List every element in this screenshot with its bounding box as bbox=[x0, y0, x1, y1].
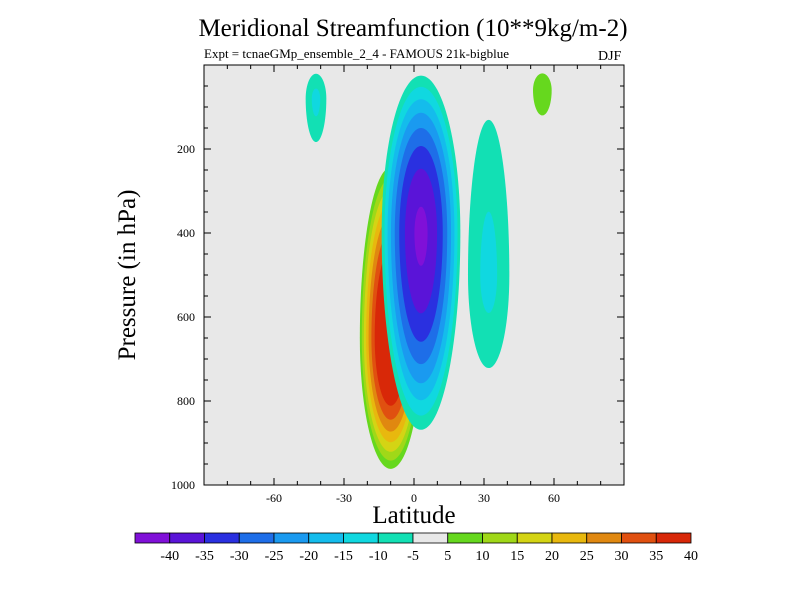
colorbar-swatch bbox=[482, 532, 518, 544]
colorbar-swatch bbox=[516, 532, 553, 544]
x-tick-label: 0 bbox=[411, 491, 417, 505]
northern-weak-negative-cell bbox=[467, 119, 510, 369]
colorbar-label: 15 bbox=[510, 549, 524, 564]
chart-subtitle: Expt = tcnaeGMp_ensemble_2_4 - FAMOUS 21… bbox=[204, 46, 509, 61]
colorbar-swatch bbox=[621, 532, 657, 544]
colorbar-swatch bbox=[169, 532, 205, 544]
northern-weak-positive-cell-level-5 bbox=[533, 73, 552, 116]
colorbar-label: -35 bbox=[195, 549, 214, 564]
southern-weak-negative-cell bbox=[305, 73, 327, 143]
colorbar-swatch bbox=[412, 532, 449, 544]
season-label: DJF bbox=[598, 49, 622, 64]
colorbar-swatch bbox=[586, 532, 622, 544]
colorbar-label: 25 bbox=[580, 549, 594, 564]
contour-fills bbox=[305, 73, 552, 469]
colorbar-swatch bbox=[343, 532, 379, 544]
y-tick-label: 200 bbox=[177, 142, 195, 156]
colorbar-label: 20 bbox=[545, 549, 559, 564]
chart-title: Meridional Streamfunction (10**9kg/m-2) bbox=[198, 15, 628, 42]
colorbar-swatch bbox=[308, 532, 344, 544]
colorbar: -40 -35 -30 -25 -20 -15 -10 -5 5 10 15 20 25 30 35 40 bbox=[134, 532, 698, 564]
x-tick-label: -30 bbox=[336, 491, 352, 505]
northern-negative-cell bbox=[381, 75, 461, 430]
colorbar-swatch bbox=[204, 532, 240, 544]
colorbar-swatch bbox=[551, 532, 588, 544]
axes: -60 -30 0 30 60 200 400 600 800 1000 bbox=[171, 65, 625, 505]
colorbar-swatch bbox=[134, 532, 171, 544]
colorbar-swatch bbox=[447, 532, 483, 544]
colorbar-label: -5 bbox=[407, 549, 419, 564]
northern-weak-positive-cell bbox=[533, 73, 552, 116]
colorbar-label: 10 bbox=[476, 549, 490, 564]
southern-weak-negative-cell-level-neg10 bbox=[311, 88, 321, 117]
y-tick-label: 1000 bbox=[171, 478, 195, 492]
y-tick-label: 800 bbox=[177, 394, 195, 408]
x-tick-label: 60 bbox=[548, 491, 560, 505]
colorbar-swatch bbox=[238, 532, 275, 544]
x-tick-label: -60 bbox=[266, 491, 282, 505]
northern-negative-cell-level-neg40 bbox=[414, 206, 428, 266]
y-tick-label: 400 bbox=[177, 226, 195, 240]
colorbar-label: -25 bbox=[265, 549, 284, 564]
colorbar-swatch bbox=[377, 532, 414, 544]
colorbar-swatch bbox=[655, 532, 692, 544]
x-tick-label: 30 bbox=[478, 491, 490, 505]
colorbar-label: -15 bbox=[334, 549, 353, 564]
colorbar-label: -40 bbox=[160, 549, 179, 564]
northern-weak-negative-cell-level-neg10 bbox=[480, 211, 498, 313]
colorbar-label: -10 bbox=[369, 549, 388, 564]
colorbar-label: 40 bbox=[684, 549, 698, 564]
colorbar-label: 35 bbox=[649, 549, 663, 564]
colorbar-label: -20 bbox=[299, 549, 318, 564]
colorbar-label: 5 bbox=[444, 549, 451, 564]
y-tick-label: 600 bbox=[177, 310, 195, 324]
colorbar-swatch bbox=[273, 532, 310, 544]
x-axis-label-text: Latitude bbox=[372, 502, 456, 529]
colorbar-label: 30 bbox=[615, 549, 629, 564]
colorbar-label: -30 bbox=[230, 549, 249, 564]
